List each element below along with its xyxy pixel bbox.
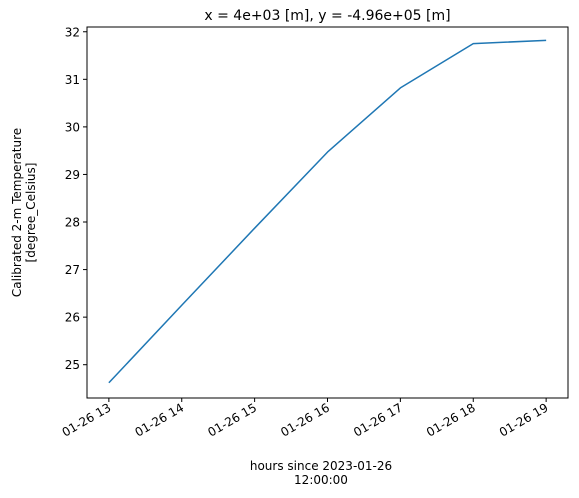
plot-frame bbox=[86, 26, 569, 399]
y-tick-label: 27 bbox=[65, 263, 80, 277]
y-axis-label: Calibrated 2-m Temperature [degree_Celsi… bbox=[10, 128, 38, 297]
y-axis-label-line-1: Calibrated 2-m Temperature bbox=[10, 128, 24, 297]
x-tick-label: 01-26 18 bbox=[424, 400, 478, 439]
x-tick-label: 01-26 14 bbox=[133, 400, 187, 439]
y-tick-label: 26 bbox=[65, 311, 80, 325]
x-tick-label: 01-26 16 bbox=[278, 400, 332, 439]
y-tick-label: 32 bbox=[65, 25, 80, 39]
x-tick-label: 01-26 19 bbox=[497, 400, 551, 439]
y-tick-label: 28 bbox=[65, 216, 80, 230]
y-tick-label: 31 bbox=[65, 73, 80, 87]
y-tick-label: 25 bbox=[65, 358, 80, 372]
y-axis-ticks: 25 26 27 28 29 30 31 32 bbox=[65, 25, 87, 372]
chart-title: x = 4e+03 [m], y = -4.96e+05 [m] bbox=[204, 8, 450, 24]
y-tick-label: 30 bbox=[65, 120, 80, 134]
x-tick-label: 01-26 17 bbox=[351, 400, 405, 439]
x-tick-label: 01-26 15 bbox=[205, 400, 259, 439]
y-axis-label-line-2: [degree_Celsius] bbox=[24, 163, 38, 263]
x-tick-label: 01-26 13 bbox=[60, 400, 114, 439]
series-layer bbox=[108, 39, 547, 384]
x-axis-label-line-1: hours since 2023-01-26 bbox=[250, 459, 392, 473]
series-line-0 bbox=[108, 39, 547, 384]
x-axis-ticks: 01-26 13 01-26 14 01-26 15 01-26 16 01-26 17… bbox=[60, 398, 551, 440]
y-tick-label: 29 bbox=[65, 168, 80, 182]
x-axis-label-line-2: 12:00:00 bbox=[294, 473, 348, 487]
